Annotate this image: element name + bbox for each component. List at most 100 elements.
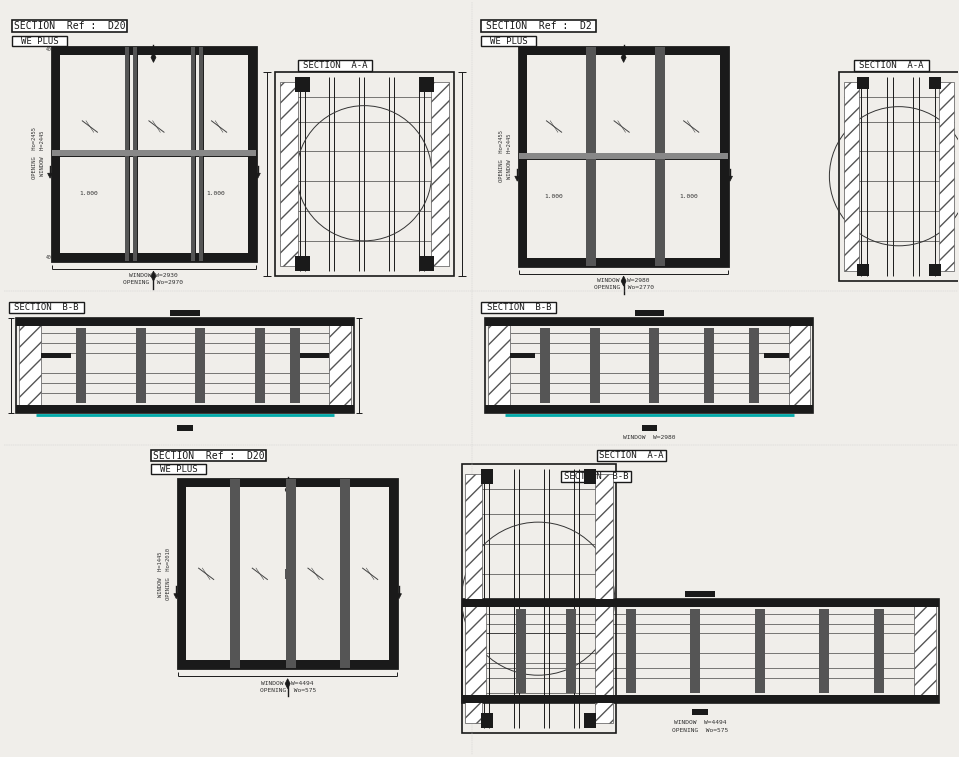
Text: WINDOW  H=2445: WINDOW H=2445 — [506, 133, 512, 179]
Bar — [914, 603, 936, 698]
Polygon shape — [285, 484, 291, 495]
Bar — [389, 479, 397, 668]
Bar — [178, 479, 186, 668]
Text: OPENING  Wo=2770: OPENING Wo=2770 — [594, 285, 654, 290]
Bar — [519, 47, 728, 55]
Polygon shape — [151, 52, 156, 62]
Bar — [16, 405, 354, 413]
Bar — [294, 329, 299, 403]
Text: SECTION  A-A: SECTION A-A — [859, 61, 924, 70]
Text: SECTION  Ref :  D20: SECTION Ref : D20 — [13, 21, 126, 31]
Bar — [928, 263, 941, 276]
Bar — [661, 47, 666, 266]
Bar — [196, 329, 200, 403]
Bar — [285, 569, 291, 579]
Text: OPENING  Wo=575: OPENING Wo=575 — [672, 728, 728, 734]
Bar — [135, 329, 141, 403]
Bar — [52, 47, 256, 260]
Bar — [649, 329, 654, 403]
Bar — [235, 479, 240, 668]
Bar — [299, 354, 329, 358]
Bar — [57, 52, 251, 256]
Bar — [290, 329, 294, 403]
Bar — [857, 263, 869, 276]
Bar — [540, 329, 545, 403]
Bar — [461, 695, 939, 703]
Bar — [939, 82, 953, 271]
Bar — [52, 253, 256, 260]
Polygon shape — [621, 276, 626, 286]
Bar — [461, 465, 616, 733]
Text: SECTION  B-B: SECTION B-B — [14, 304, 79, 313]
Text: WE PLUS: WE PLUS — [21, 36, 58, 45]
Bar — [595, 475, 613, 723]
Bar — [584, 469, 596, 484]
Polygon shape — [255, 173, 260, 178]
Bar — [481, 469, 494, 484]
Text: WINDOW  H=1445: WINDOW H=1445 — [158, 551, 163, 597]
Bar — [255, 329, 260, 403]
Bar — [854, 60, 928, 71]
Bar — [230, 479, 235, 668]
Bar — [760, 609, 764, 693]
Bar — [481, 303, 556, 313]
Polygon shape — [515, 176, 520, 181]
Bar — [595, 329, 599, 403]
Bar — [488, 323, 510, 408]
Text: WE PLUS: WE PLUS — [160, 465, 198, 474]
Text: OPENING  Wo=575: OPENING Wo=575 — [260, 687, 316, 693]
Polygon shape — [174, 593, 178, 599]
Bar — [183, 484, 392, 663]
Bar — [191, 47, 196, 260]
Bar — [76, 329, 81, 403]
Polygon shape — [621, 52, 626, 62]
Bar — [692, 709, 708, 715]
Polygon shape — [728, 176, 733, 181]
Bar — [519, 257, 728, 266]
Bar — [141, 329, 146, 403]
Text: OPENING  Wo=2970: OPENING Wo=2970 — [124, 280, 183, 285]
Text: SECTION  B-B: SECTION B-B — [486, 304, 551, 313]
Bar — [152, 450, 266, 462]
Bar — [590, 329, 595, 403]
Polygon shape — [151, 271, 156, 281]
Bar — [591, 47, 596, 266]
Bar — [874, 609, 879, 693]
Text: SECTION  A-A: SECTION A-A — [303, 61, 367, 70]
Bar — [125, 47, 129, 260]
Bar — [340, 479, 345, 668]
Bar — [519, 47, 527, 266]
Bar — [419, 256, 433, 271]
Bar — [177, 425, 193, 431]
Bar — [171, 310, 200, 316]
Bar — [566, 609, 571, 693]
Bar — [294, 256, 310, 271]
Bar — [519, 154, 728, 159]
Bar — [286, 479, 291, 668]
Bar — [788, 323, 810, 408]
Bar — [928, 76, 941, 89]
Bar — [12, 20, 127, 32]
Polygon shape — [396, 593, 402, 599]
Bar — [16, 319, 354, 326]
Text: 1.000: 1.000 — [80, 191, 98, 195]
Bar — [52, 47, 60, 260]
Bar — [584, 713, 596, 728]
Bar — [704, 329, 709, 403]
Bar — [586, 47, 591, 266]
Polygon shape — [285, 679, 291, 689]
Bar — [485, 319, 813, 413]
Text: WINDOW W=2930: WINDOW W=2930 — [129, 273, 177, 278]
Bar — [879, 609, 884, 693]
Bar — [519, 47, 728, 266]
Text: 1.000: 1.000 — [207, 191, 225, 195]
Bar — [52, 47, 256, 55]
Bar — [481, 36, 536, 46]
Text: SECTION  B-B: SECTION B-B — [564, 472, 628, 481]
Bar — [199, 47, 203, 260]
Bar — [481, 20, 596, 32]
Bar — [754, 329, 759, 403]
Bar — [280, 82, 297, 266]
Bar — [844, 82, 859, 271]
Bar — [819, 609, 825, 693]
